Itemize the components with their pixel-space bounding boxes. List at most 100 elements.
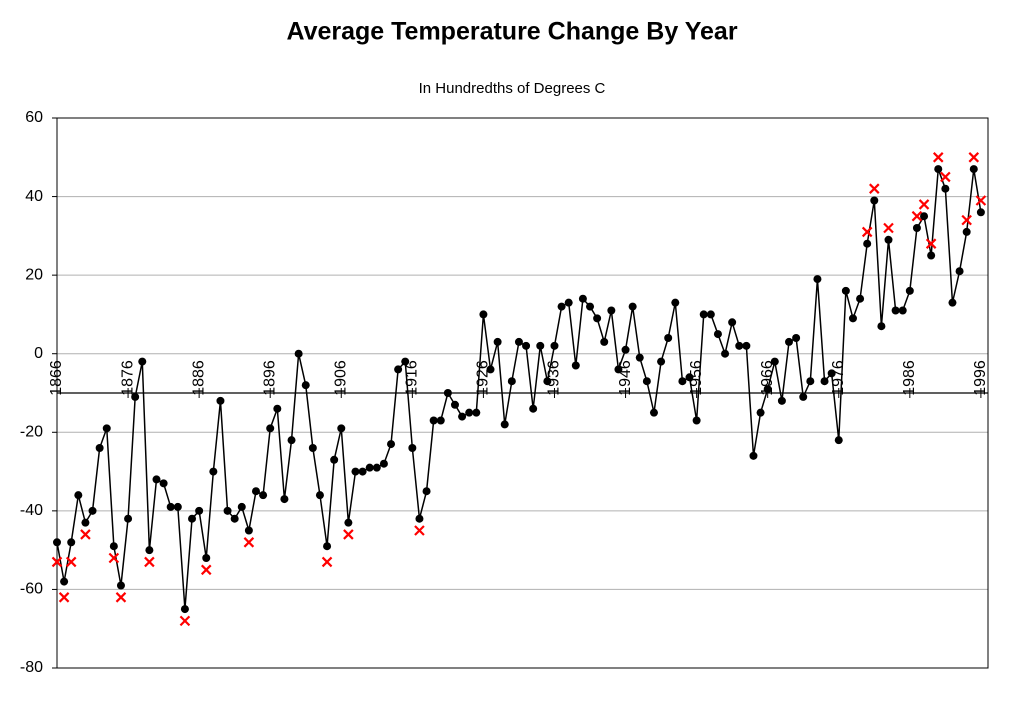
data-point	[379, 459, 388, 468]
data-point	[848, 314, 857, 323]
data-point	[777, 396, 786, 405]
data-point	[934, 165, 943, 174]
y-tick-label: 0	[34, 345, 43, 362]
data-point	[280, 495, 289, 504]
data-point	[287, 436, 296, 445]
x-marker	[200, 564, 212, 576]
data-point	[586, 302, 595, 311]
y-tick-label: -40	[20, 502, 43, 519]
data-point	[308, 444, 317, 452]
data-point	[770, 357, 779, 366]
data-point	[841, 286, 850, 295]
data-point	[614, 365, 623, 374]
data-point	[273, 404, 282, 413]
data-point	[294, 349, 303, 358]
data-point	[53, 538, 61, 547]
data-point	[912, 224, 921, 232]
data-point	[81, 518, 90, 527]
data-point	[372, 463, 381, 472]
data-point	[522, 341, 531, 350]
data-point	[216, 396, 225, 405]
data-point	[244, 526, 253, 535]
x-marker	[940, 171, 951, 183]
x-marker	[179, 615, 191, 627]
data-point	[116, 581, 125, 590]
data-point	[450, 400, 459, 409]
data-point	[408, 444, 417, 452]
data-point	[351, 467, 360, 476]
data-point	[514, 337, 523, 346]
y-tick-label: 40	[25, 188, 43, 205]
data-point	[493, 337, 502, 346]
data-point	[863, 239, 872, 248]
x-marker	[65, 556, 77, 568]
x-tick-label: 1866	[48, 360, 65, 396]
data-point	[834, 436, 843, 445]
data-point	[330, 455, 339, 464]
data-point	[827, 369, 836, 378]
data-point	[230, 514, 239, 523]
data-point	[152, 475, 161, 484]
x-tick-label: 1896	[261, 360, 278, 396]
data-point	[124, 514, 133, 523]
x-marker	[869, 183, 880, 194]
data-point	[806, 377, 815, 386]
data-point	[593, 314, 602, 323]
chart-subtitle: In Hundredths of Degrees C	[419, 80, 606, 97]
data-point	[173, 502, 182, 511]
data-point	[543, 377, 552, 386]
data-point	[920, 212, 929, 221]
data-point	[479, 310, 488, 319]
data-point	[948, 298, 957, 307]
data-point	[635, 353, 644, 362]
data-point	[358, 467, 367, 476]
data-point	[735, 341, 744, 350]
data-point	[365, 463, 374, 472]
data-point	[237, 502, 246, 511]
x-marker	[961, 214, 972, 226]
y-tick-label: -80	[20, 659, 43, 676]
data-point	[856, 294, 865, 303]
data-point	[628, 302, 637, 311]
data-point	[564, 298, 573, 307]
x-marker	[975, 195, 987, 206]
data-point	[976, 208, 985, 217]
data-point	[870, 196, 879, 205]
data-point	[749, 451, 758, 460]
x-marker	[968, 152, 980, 163]
data-point	[422, 487, 431, 496]
x-marker	[918, 199, 930, 210]
data-point	[685, 373, 694, 382]
data-point	[785, 337, 794, 346]
data-point	[820, 377, 829, 386]
data-point	[941, 184, 950, 193]
data-point	[180, 605, 189, 614]
data-point	[692, 416, 701, 425]
data-point	[465, 408, 474, 417]
data-point	[891, 306, 900, 315]
data-point	[74, 491, 83, 500]
data-point	[607, 306, 616, 315]
data-point	[536, 341, 545, 350]
data-point	[578, 294, 587, 303]
data-point	[642, 377, 651, 386]
data-point	[195, 506, 204, 515]
data-point	[955, 267, 964, 276]
x-marker	[51, 556, 63, 568]
data-point	[507, 377, 516, 386]
data-point	[877, 322, 886, 331]
data-point	[266, 424, 275, 433]
data-point	[721, 349, 730, 358]
x-tick-label: 1996	[972, 360, 989, 396]
data-point	[138, 357, 147, 366]
data-point	[600, 337, 609, 346]
data-point	[223, 506, 232, 515]
x-marker	[932, 152, 944, 163]
data-point	[67, 538, 76, 547]
data-point	[394, 365, 403, 374]
data-point	[713, 330, 722, 339]
x-marker	[883, 222, 894, 234]
data-point	[344, 518, 353, 527]
x-marker	[58, 592, 70, 603]
data-point	[799, 392, 808, 401]
